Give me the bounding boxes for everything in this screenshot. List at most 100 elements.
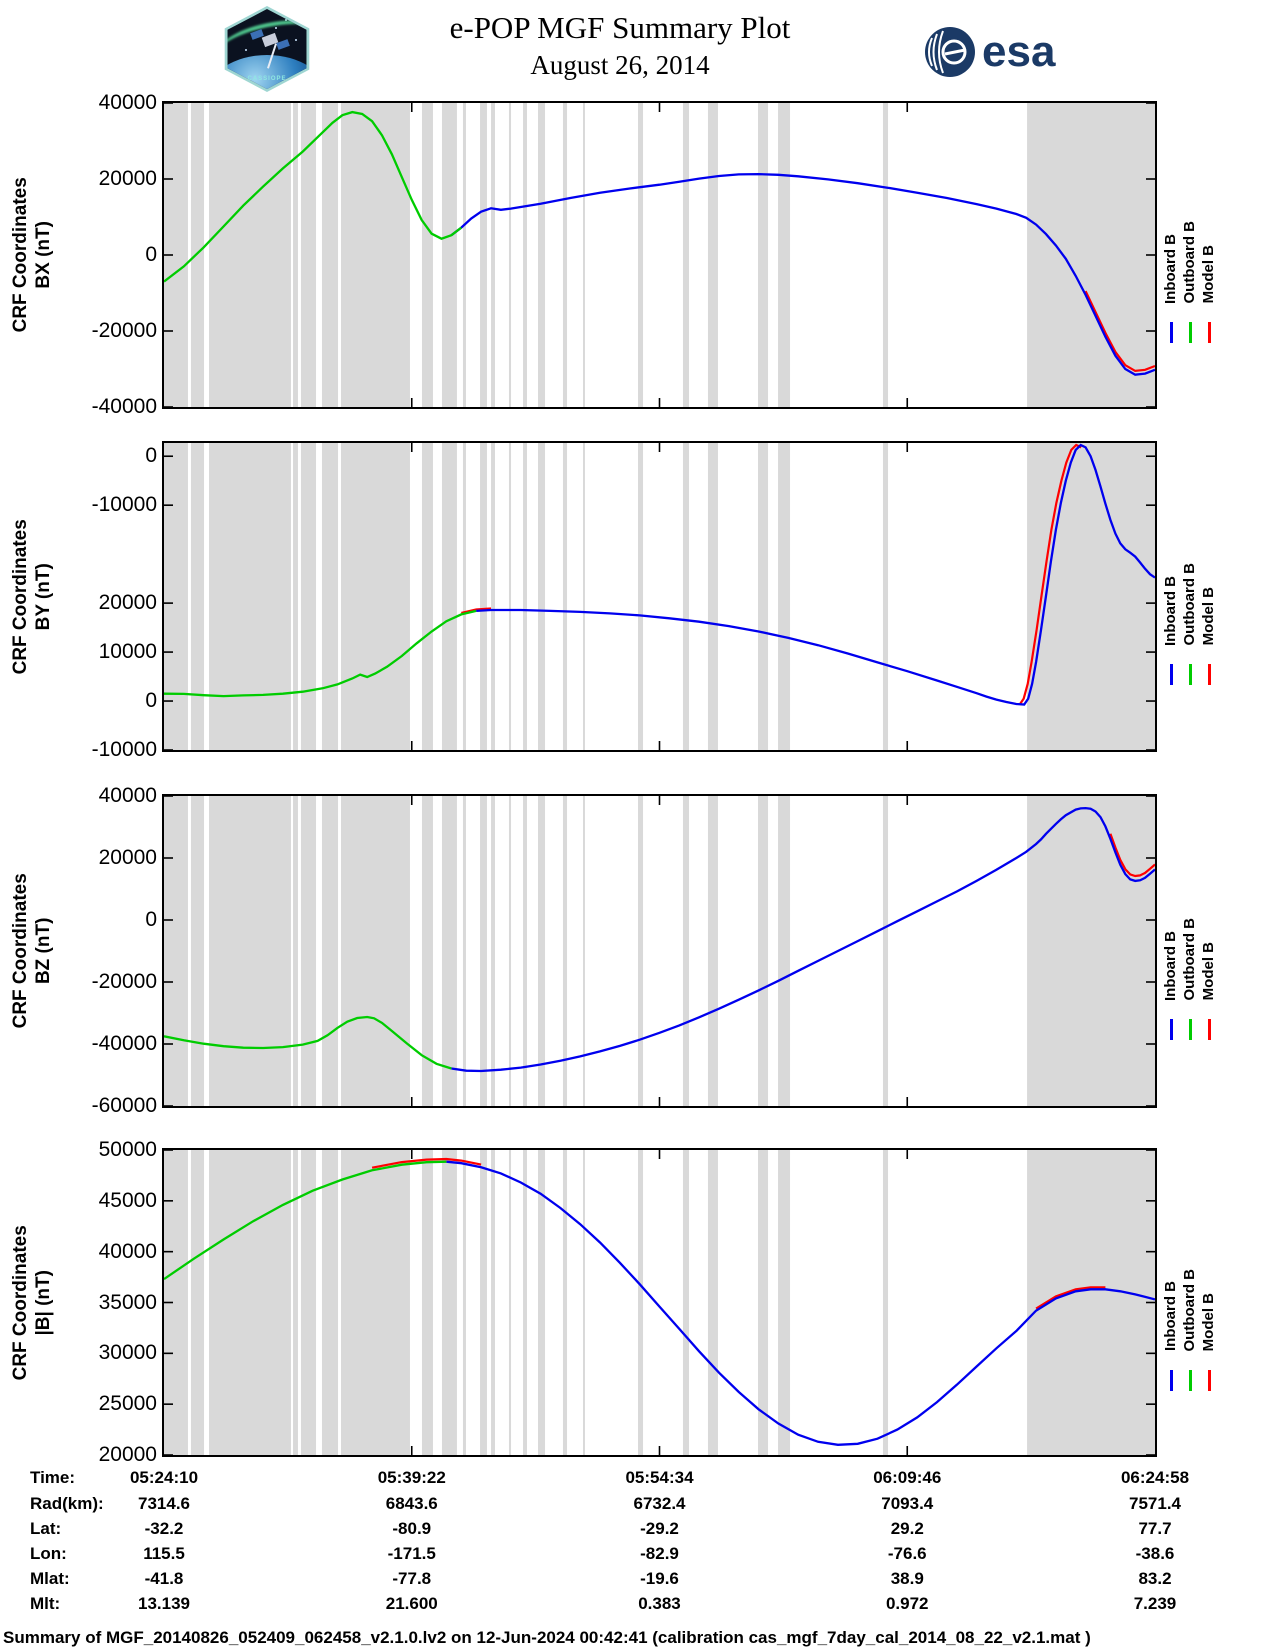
data-gap-band bbox=[523, 796, 528, 1106]
star-dot bbox=[239, 21, 241, 23]
table-row-label: Time: bbox=[30, 1468, 76, 1487]
table-cell: -19.6 bbox=[640, 1569, 679, 1588]
data-gap-band bbox=[1027, 103, 1155, 407]
y-tick-label: 20000 bbox=[98, 846, 157, 869]
data-gap-band bbox=[582, 443, 585, 750]
data-gap-band bbox=[508, 103, 512, 407]
y-tick-label: -60000 bbox=[91, 1094, 157, 1117]
data-gap-band bbox=[293, 443, 298, 750]
table-cell: 6843.6 bbox=[385, 1494, 438, 1513]
data-gap-band bbox=[1027, 796, 1155, 1106]
legend-label: Model B bbox=[1200, 587, 1217, 646]
outboard-b-line bbox=[164, 1015, 452, 1070]
page-title-block: e-POP MGF Summary Plot August 26, 2014 bbox=[300, 10, 940, 81]
legend-line-sample bbox=[1170, 664, 1173, 686]
data-gap-band bbox=[778, 443, 791, 750]
table-cell: 115.5 bbox=[143, 1544, 185, 1563]
legend-line-sample bbox=[1208, 1369, 1211, 1391]
data-gap-band bbox=[707, 796, 718, 1106]
data-gap-band bbox=[562, 1150, 568, 1455]
y-tick-label: 25000 bbox=[98, 1392, 157, 1416]
data-gap-band bbox=[682, 1150, 690, 1455]
data-gap-band bbox=[441, 1150, 457, 1455]
y-tick-label: 20000 bbox=[98, 591, 157, 615]
data-gap-band bbox=[882, 1150, 889, 1455]
table-cell: -32.2 bbox=[144, 1519, 184, 1538]
legend-line-sample bbox=[1208, 1019, 1211, 1041]
table-row-label: Mlt: bbox=[30, 1594, 61, 1613]
data-gap-band bbox=[582, 103, 585, 407]
data-gap-band bbox=[164, 1150, 188, 1455]
legend-label: Outboard B bbox=[1181, 221, 1198, 304]
plot-area-by bbox=[164, 443, 1155, 750]
table-cell: 06:09:46 bbox=[873, 1468, 942, 1487]
data-gap-band bbox=[190, 796, 205, 1106]
y-tick-label: 10000 bbox=[98, 640, 157, 664]
legend-line-sample bbox=[1189, 1369, 1192, 1391]
data-gap-band bbox=[491, 103, 495, 407]
legend-bmag: Inboard B Outboard B Model B bbox=[1160, 1150, 1230, 1455]
legend-mark-cell bbox=[1162, 1019, 1181, 1041]
model-b-line bbox=[1018, 443, 1082, 706]
data-gap-band bbox=[682, 796, 690, 1106]
table-cell: 21.600 bbox=[385, 1594, 438, 1613]
data-gap-band bbox=[462, 443, 466, 750]
data-gap-band bbox=[778, 796, 791, 1106]
legend-mark-cell bbox=[1162, 321, 1181, 343]
panel-by bbox=[162, 441, 1157, 752]
data-gap-band bbox=[562, 443, 568, 750]
table-cell: -80.9 bbox=[392, 1519, 432, 1538]
data-gap-band bbox=[340, 796, 410, 1106]
legend-label: Outboard B bbox=[1181, 563, 1198, 646]
data-gap-band bbox=[637, 443, 644, 750]
table-cell: -41.8 bbox=[144, 1569, 184, 1588]
table-cell: 06:24:58 bbox=[1120, 1468, 1190, 1487]
data-gap-band bbox=[293, 796, 298, 1106]
data-gap-band bbox=[778, 103, 791, 407]
data-gap-band bbox=[321, 1150, 339, 1455]
legend-line-sample bbox=[1170, 1369, 1173, 1391]
y-axis-label-bx: CRF Coordinates BX (nT) bbox=[4, 103, 62, 407]
data-gap-band bbox=[462, 796, 466, 1106]
data-gap-band bbox=[480, 103, 487, 407]
model-b-line bbox=[371, 1157, 482, 1169]
table-cell: 77.7 bbox=[1138, 1519, 1172, 1538]
outboard-b-line bbox=[164, 110, 463, 283]
y-axis-label-bmag: CRF Coordinates |B| (nT) bbox=[4, 1150, 62, 1455]
data-gap-band bbox=[321, 103, 339, 407]
data-gap-band bbox=[441, 103, 457, 407]
data-gap-band bbox=[562, 103, 568, 407]
data-gap-band bbox=[480, 443, 487, 750]
data-gap-band bbox=[164, 796, 188, 1106]
cassiope-mission-patch-icon: CASSIOPE bbox=[224, 6, 310, 92]
data-gap-band bbox=[480, 1150, 487, 1455]
legend-label: Inboard B bbox=[1162, 233, 1179, 304]
model-b-line bbox=[1035, 1286, 1106, 1310]
y-tick-label: 50000 bbox=[98, 1138, 157, 1161]
data-gap-band bbox=[682, 443, 690, 750]
table-cell: 7.239 bbox=[1133, 1594, 1177, 1613]
y-tick-label: 0 bbox=[145, 689, 157, 713]
panel-bx bbox=[162, 101, 1157, 409]
y-axis-label-text: CRF Coordinates BX (nT) bbox=[10, 177, 54, 333]
table-cell: 6732.4 bbox=[633, 1494, 686, 1513]
star-dot bbox=[295, 39, 297, 41]
legend-by: Inboard B Outboard B Model B bbox=[1160, 443, 1230, 750]
data-gap-band bbox=[340, 443, 410, 750]
legend-label: Outboard B bbox=[1181, 918, 1198, 1001]
legend-mark-cell bbox=[1181, 1369, 1200, 1391]
inboard-b-line bbox=[446, 1160, 1155, 1446]
table-cell: 13.139 bbox=[138, 1594, 190, 1613]
data-gap-band bbox=[707, 443, 718, 750]
page-title: e-POP MGF Summary Plot bbox=[449, 10, 791, 45]
data-gap-band bbox=[582, 1150, 585, 1455]
data-gap-band bbox=[340, 103, 410, 407]
table-row-label: Lon: bbox=[30, 1544, 67, 1563]
data-gap-band bbox=[508, 1150, 512, 1455]
legend-mark-cell bbox=[1181, 321, 1200, 343]
table-row-label: Rad(km): bbox=[30, 1494, 104, 1513]
y-tick-label: -10000 bbox=[91, 738, 157, 761]
data-gap-band bbox=[538, 443, 546, 750]
legend-labels: Inboard B Outboard B Model B bbox=[1162, 1269, 1219, 1352]
